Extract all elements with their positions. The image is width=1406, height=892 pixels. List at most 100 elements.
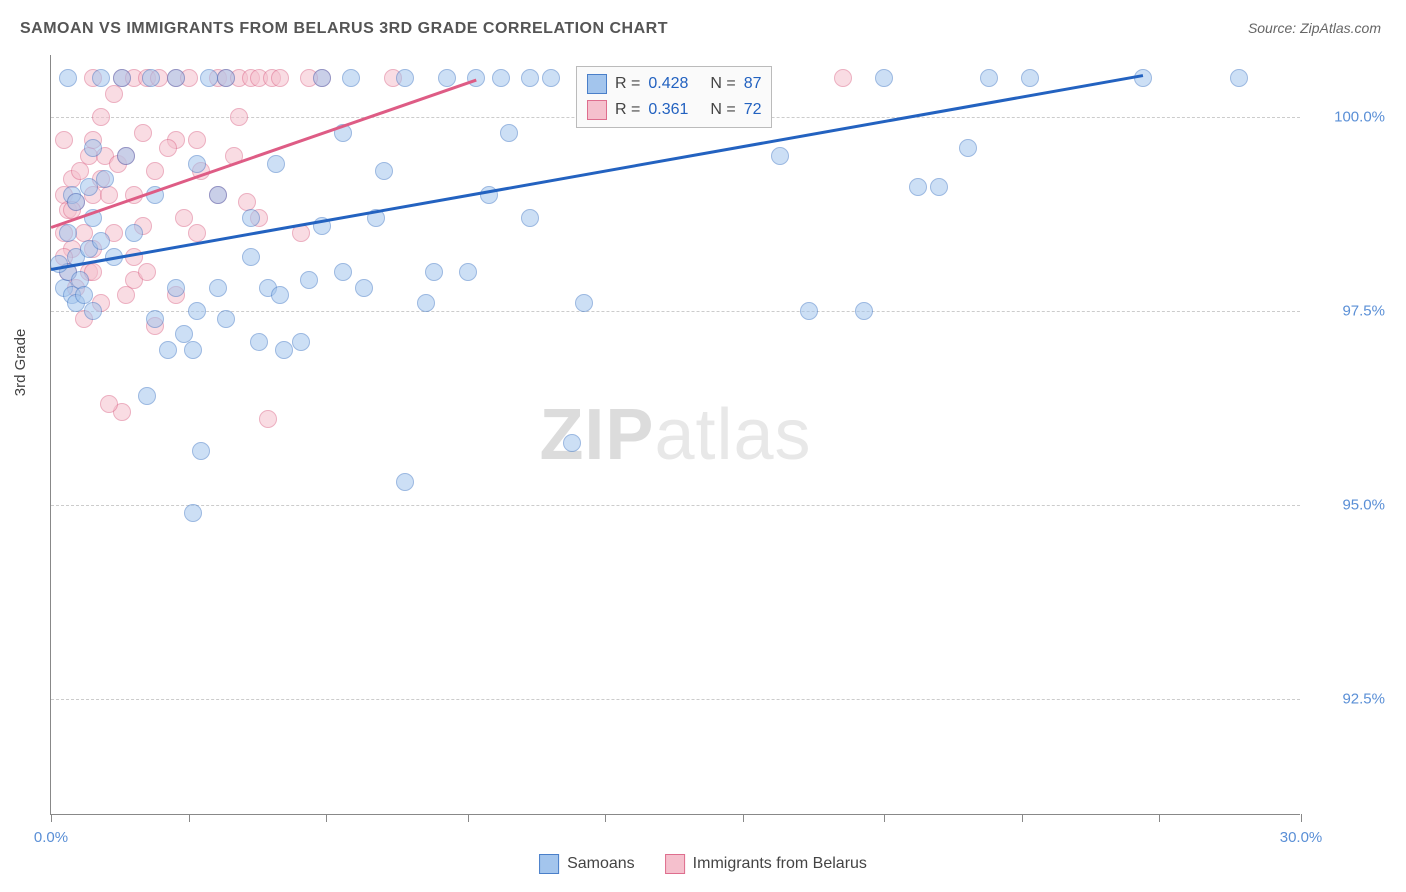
scatter-point [100, 395, 118, 413]
scatter-point [1230, 69, 1248, 87]
scatter-point [492, 69, 510, 87]
scatter-point [1021, 69, 1039, 87]
scatter-point [242, 209, 260, 227]
scatter-point [375, 162, 393, 180]
scatter-point [67, 193, 85, 211]
x-tick [51, 814, 52, 822]
scatter-point [521, 209, 539, 227]
scatter-point [217, 69, 235, 87]
scatter-point [250, 333, 268, 351]
x-tick [1022, 814, 1023, 822]
scatter-point [217, 310, 235, 328]
scatter-point [396, 69, 414, 87]
scatter-point [188, 224, 206, 242]
legend-label: Immigrants from Belarus [693, 855, 867, 873]
scatter-point [84, 302, 102, 320]
scatter-point [192, 442, 210, 460]
scatter-point [575, 294, 593, 312]
scatter-point [342, 69, 360, 87]
x-tick-label: 30.0% [1280, 829, 1323, 846]
scatter-point [188, 155, 206, 173]
scatter-point [92, 69, 110, 87]
scatter-point [500, 124, 518, 142]
scatter-point [459, 263, 477, 281]
watermark-bold: ZIP [539, 395, 654, 475]
legend-n-label: N = [710, 101, 735, 119]
scatter-point [275, 341, 293, 359]
scatter-point [292, 333, 310, 351]
scatter-point [396, 473, 414, 491]
x-tick [189, 814, 190, 822]
scatter-point [800, 302, 818, 320]
scatter-point [230, 108, 248, 126]
scatter-point [521, 69, 539, 87]
scatter-point [59, 224, 77, 242]
stats-legend-row: R =0.361N =72 [587, 97, 761, 123]
legend-n-value: 87 [744, 75, 762, 93]
gridline [51, 505, 1300, 506]
scatter-point [92, 108, 110, 126]
scatter-point [184, 341, 202, 359]
scatter-point [855, 302, 873, 320]
bottom-legend: Samoans Immigrants from Belarus [539, 854, 867, 874]
watermark: ZIPatlas [539, 394, 811, 476]
scatter-point [980, 69, 998, 87]
scatter-point [159, 139, 177, 157]
scatter-point [113, 69, 131, 87]
scatter-point [771, 147, 789, 165]
legend-swatch [587, 100, 607, 120]
scatter-point [209, 186, 227, 204]
scatter-point [267, 155, 285, 173]
source-label: Source: ZipAtlas.com [1248, 20, 1381, 36]
gridline [51, 699, 1300, 700]
bottom-legend-item: Samoans [539, 854, 635, 874]
scatter-point [313, 69, 331, 87]
scatter-point [438, 69, 456, 87]
scatter-point [271, 286, 289, 304]
chart-title: SAMOAN VS IMMIGRANTS FROM BELARUS 3RD GR… [20, 20, 668, 38]
scatter-point [467, 69, 485, 87]
scatter-point [959, 139, 977, 157]
scatter-point [242, 248, 260, 266]
legend-swatch [665, 854, 685, 874]
scatter-point [542, 69, 560, 87]
scatter-point [105, 85, 123, 103]
legend-label: Samoans [567, 855, 635, 873]
x-tick [884, 814, 885, 822]
scatter-point [117, 147, 135, 165]
scatter-point [55, 131, 73, 149]
scatter-point [875, 69, 893, 87]
scatter-point [188, 131, 206, 149]
stats-legend-row: R =0.428N =87 [587, 71, 761, 97]
y-axis-label: 3rd Grade [12, 329, 29, 397]
y-tick-label: 95.0% [1310, 496, 1385, 513]
scatter-point [334, 263, 352, 281]
scatter-point [417, 294, 435, 312]
x-tick-label: 0.0% [34, 829, 68, 846]
scatter-point [159, 341, 177, 359]
scatter-point [175, 209, 193, 227]
scatter-point [259, 410, 277, 428]
scatter-point [909, 178, 927, 196]
scatter-point [138, 263, 156, 281]
watermark-rest: atlas [654, 395, 811, 475]
scatter-point [117, 286, 135, 304]
x-tick [605, 814, 606, 822]
legend-n-value: 72 [744, 101, 762, 119]
scatter-point [167, 279, 185, 297]
scatter-point [59, 69, 77, 87]
scatter-point [200, 69, 218, 87]
scatter-point [96, 170, 114, 188]
stats-legend: R =0.428N =87R =0.361N =72 [576, 66, 772, 128]
plot-area: ZIPatlas 92.5%95.0%97.5%100.0%0.0%30.0%R… [50, 55, 1300, 815]
scatter-point [930, 178, 948, 196]
scatter-point [138, 387, 156, 405]
legend-swatch [587, 74, 607, 94]
legend-r-label: R = [615, 75, 640, 93]
scatter-point [563, 434, 581, 452]
legend-swatch [539, 854, 559, 874]
scatter-point [834, 69, 852, 87]
scatter-point [184, 504, 202, 522]
bottom-legend-item: Immigrants from Belarus [665, 854, 867, 874]
gridline [51, 311, 1300, 312]
